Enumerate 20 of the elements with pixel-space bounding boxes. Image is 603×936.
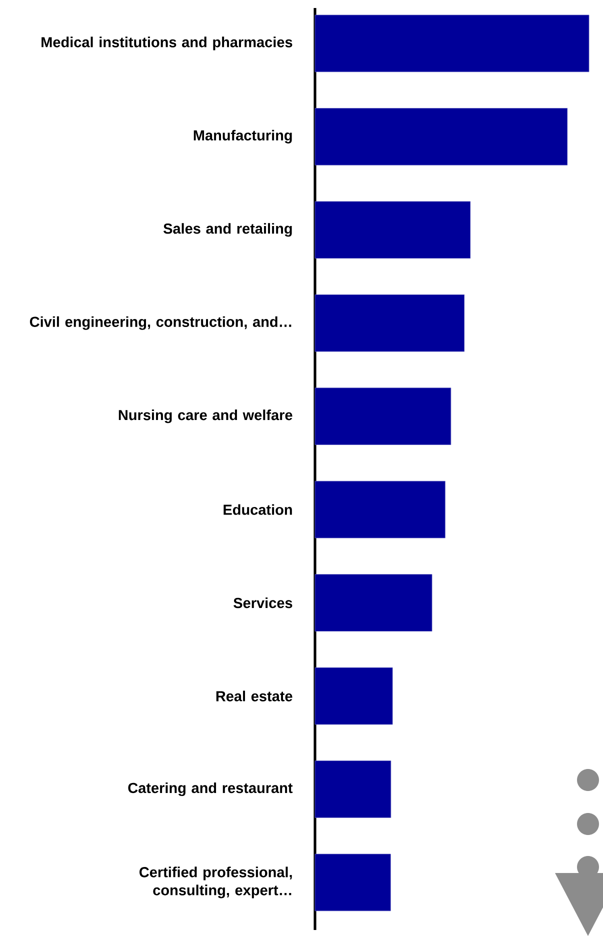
y-tick-label: Services xyxy=(234,597,292,608)
y-tick-label: Manufacturing xyxy=(194,130,292,144)
bar xyxy=(314,108,568,166)
y-tick-label: Sales and retailing xyxy=(163,223,292,237)
bar xyxy=(314,574,432,632)
bar xyxy=(314,201,471,259)
y-tick-label: Medical institutions and pharmacies xyxy=(42,36,292,50)
bar xyxy=(314,294,465,352)
bar xyxy=(314,854,391,912)
bar xyxy=(314,480,446,538)
y-tick-label: Certified professional, consulting, expert… xyxy=(140,866,292,898)
y-tick-label: Real estate xyxy=(216,690,292,702)
bar xyxy=(314,388,452,445)
bar xyxy=(314,14,590,72)
y-tick-label: Education xyxy=(224,504,292,515)
y-tick-label: Civil engineering, construction, and… xyxy=(30,316,292,330)
bar xyxy=(314,760,392,818)
y-tick-label: Nursing care and welfare xyxy=(118,410,292,424)
y-tick-label: Catering and restaurant xyxy=(128,782,293,796)
bar xyxy=(314,667,393,725)
